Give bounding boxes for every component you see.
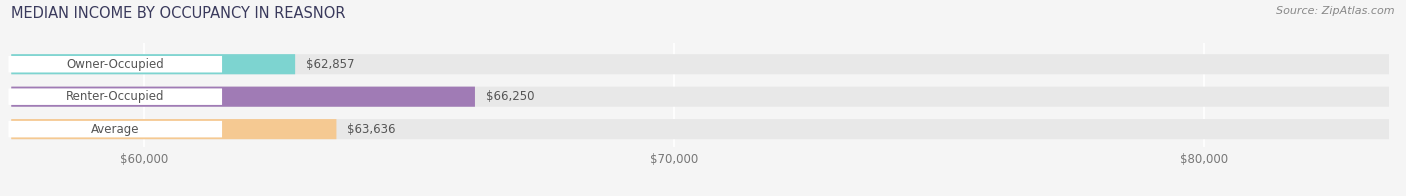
- Text: MEDIAN INCOME BY OCCUPANCY IN REASNOR: MEDIAN INCOME BY OCCUPANCY IN REASNOR: [11, 6, 346, 21]
- FancyBboxPatch shape: [11, 87, 1389, 107]
- Text: Source: ZipAtlas.com: Source: ZipAtlas.com: [1277, 6, 1395, 16]
- Text: Owner-Occupied: Owner-Occupied: [66, 58, 165, 71]
- Text: Renter-Occupied: Renter-Occupied: [66, 90, 165, 103]
- Text: $62,857: $62,857: [307, 58, 354, 71]
- FancyBboxPatch shape: [11, 119, 336, 139]
- FancyBboxPatch shape: [11, 87, 475, 107]
- FancyBboxPatch shape: [11, 54, 1389, 74]
- FancyBboxPatch shape: [8, 56, 222, 73]
- Text: Average: Average: [91, 123, 139, 136]
- FancyBboxPatch shape: [11, 54, 295, 74]
- Text: $63,636: $63,636: [347, 123, 396, 136]
- FancyBboxPatch shape: [11, 119, 1389, 139]
- Text: $66,250: $66,250: [486, 90, 534, 103]
- FancyBboxPatch shape: [8, 88, 222, 105]
- FancyBboxPatch shape: [8, 121, 222, 137]
